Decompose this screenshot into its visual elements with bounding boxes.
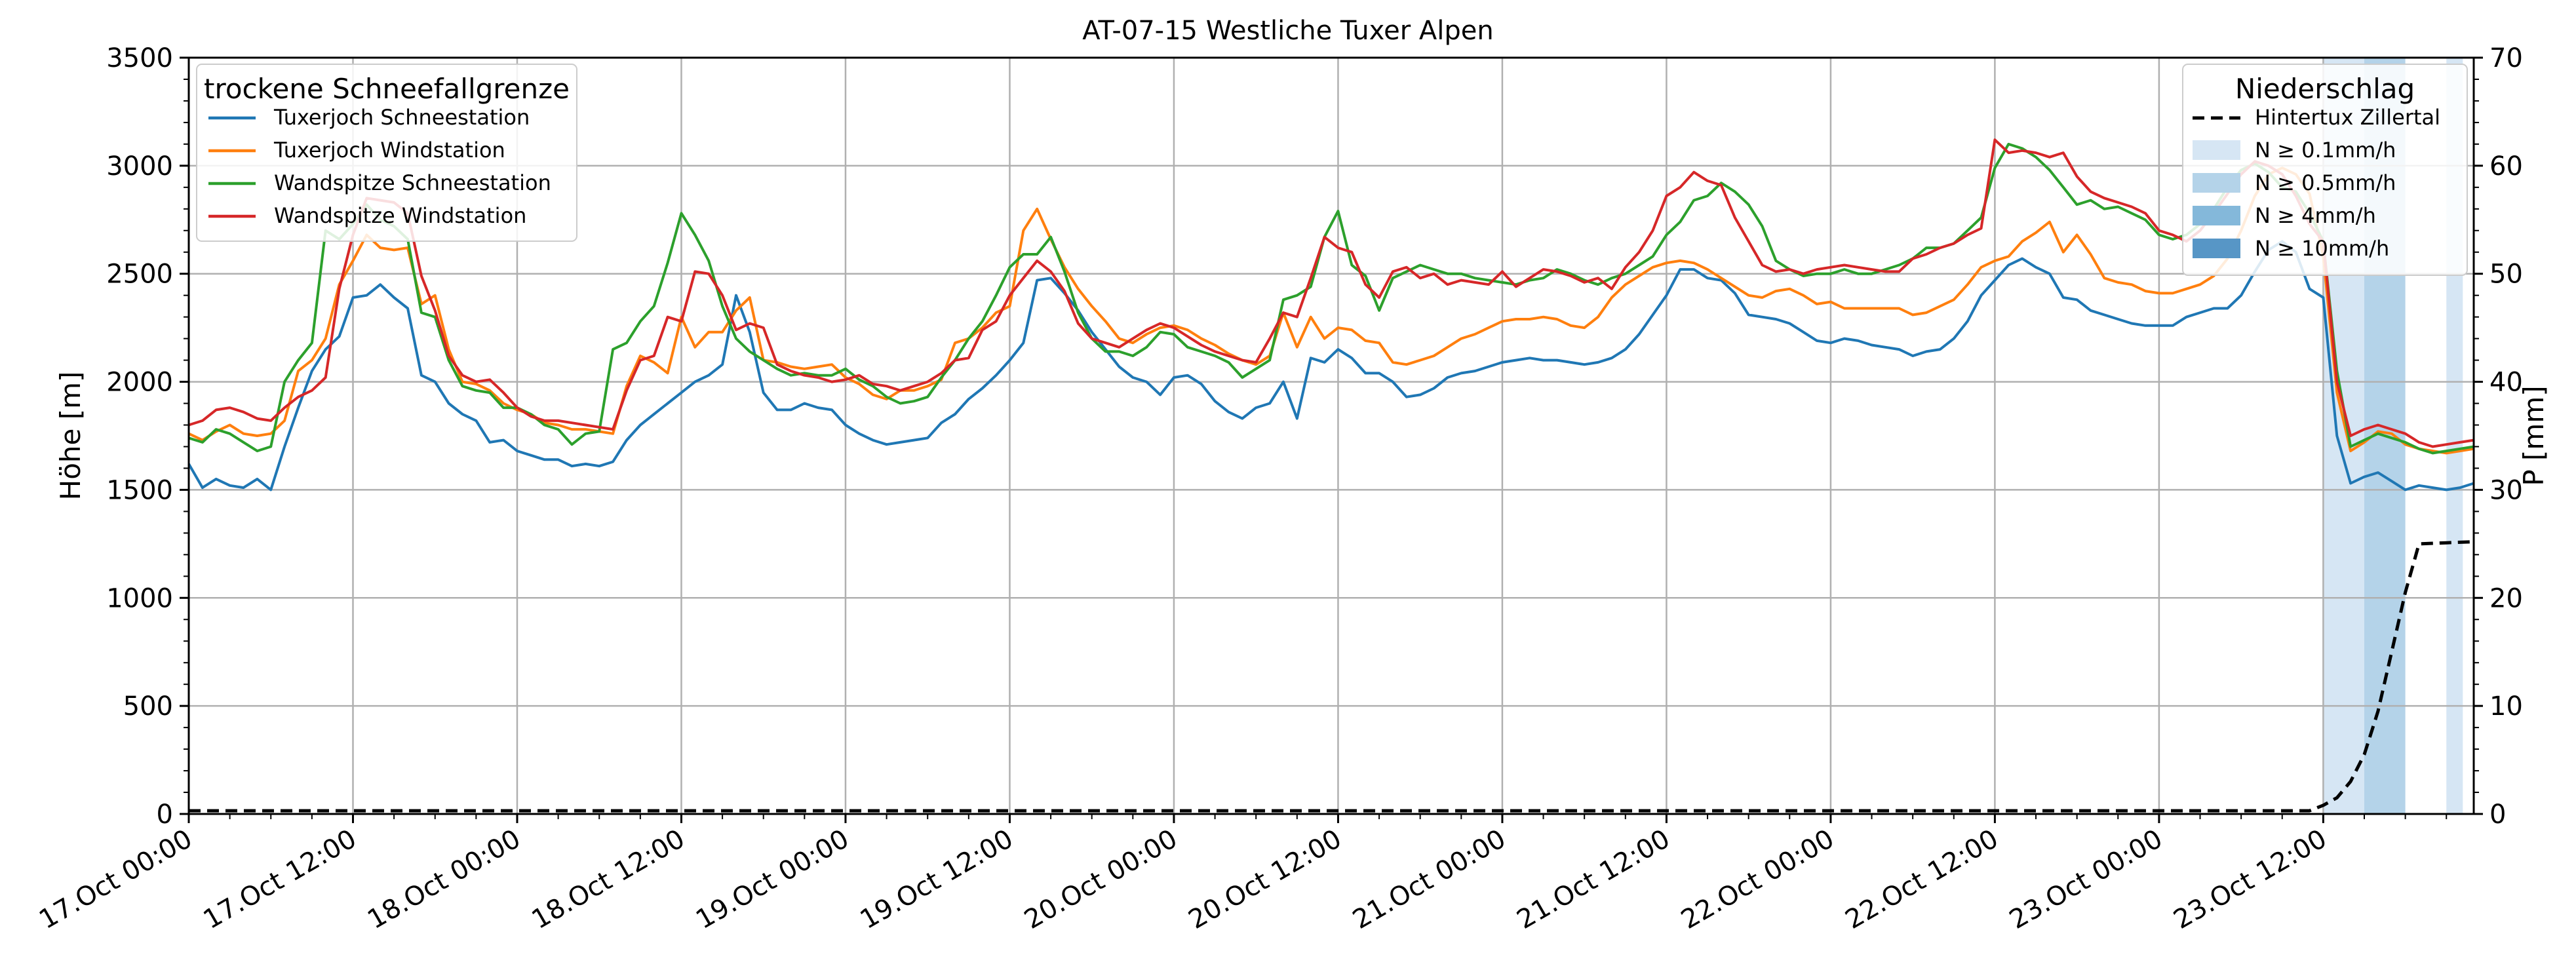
legend-left: trockene Schneefallgrenze Tuxerjoch Schn… [196, 64, 577, 242]
legend-right: Niederschlag Hintertux Zillertal N ≥ 0.1m… [2182, 64, 2468, 276]
legend-left-title: trockene Schneefallgrenze [204, 73, 570, 105]
series-line-0 [187, 240, 2474, 492]
legend-right-items: Hintertux Zillertal N ≥ 0.1mm/h N ≥ 0.5mm/… [2193, 105, 2440, 261]
series-lines [187, 138, 2474, 813]
left-y-axis-ticks: 0 500 1000 1500 2000 2500 3000 3500 [106, 43, 189, 830]
x-tick-label: 21.Oct 12:00 [1512, 824, 1675, 935]
legend-right-swatch-band [2193, 173, 2240, 193]
legend-left-label: Tuxerjoch Schneestation [273, 105, 530, 130]
legend-right-title: Niederschlag [2235, 73, 2415, 105]
x-tick-label: 22.Oct 12:00 [1841, 824, 2004, 935]
series-line-1 [188, 166, 2474, 455]
legend-left-label: Tuxerjoch Windstation [273, 138, 505, 163]
x-tick-label: 21.Oct 00:00 [1348, 824, 1511, 935]
y2-tick-label: 70 [2489, 43, 2523, 73]
series-line-4 [189, 540, 2474, 813]
y-tick-label: 1000 [106, 583, 173, 613]
x-tick-label: 17.Oct 00:00 [34, 824, 197, 935]
legend-right-box [2182, 64, 2468, 276]
y2-tick-label: 20 [2489, 583, 2523, 613]
legend-right-swatch-band [2193, 239, 2240, 258]
y2-tick-label: 0 [2489, 800, 2506, 830]
legend-right-label: Hintertux Zillertal [2255, 105, 2440, 130]
legend-left-box [196, 64, 577, 242]
y2-axis-title: P [mm] [2518, 385, 2550, 486]
legend-right-label: N ≥ 10mm/h [2255, 236, 2389, 261]
y-tick-label: 1500 [106, 475, 173, 505]
legend-left-label: Wandspitze Schneestation [274, 170, 551, 195]
y-tick-label: 2500 [106, 260, 173, 290]
x-tick-label: 20.Oct 00:00 [1019, 824, 1182, 935]
legend-right-label: N ≥ 0.5mm/h [2255, 170, 2396, 195]
y-tick-label: 0 [157, 800, 173, 830]
y-tick-label: 3000 [106, 151, 173, 182]
x-tick-label: 17.Oct 12:00 [199, 824, 362, 935]
y2-tick-label: 10 [2489, 691, 2523, 722]
y-axis-title: Höhe [m] [54, 372, 87, 501]
legend-left-label: Wandspitze Windstation [274, 203, 526, 228]
x-tick-label: 19.Oct 12:00 [855, 824, 1019, 935]
x-tick-label: 18.Oct 00:00 [362, 824, 526, 935]
y2-tick-label: 60 [2489, 151, 2523, 182]
plot-frame [187, 56, 2475, 815]
y2-tick-label: 40 [2489, 368, 2523, 398]
x-tick-label: 18.Oct 12:00 [527, 824, 690, 935]
x-tick-label: 23.Oct 00:00 [2004, 824, 2168, 935]
x-tick-label: 22.Oct 00:00 [1676, 824, 1839, 935]
y-tick-label: 500 [123, 691, 173, 722]
x-tick-label: 19.Oct 00:00 [691, 824, 854, 935]
legend-left-items: Tuxerjoch Schneestation Tuxerjoch Windsta… [208, 105, 551, 228]
legend-right-label: N ≥ 0.1mm/h [2255, 138, 2396, 163]
x-axis-ticks: 17.Oct 00:00 17.Oct 12:00 18.Oct 00:00 18.O… [34, 814, 2448, 935]
legend-right-swatch-band [2193, 206, 2240, 225]
series-line-2 [188, 142, 2474, 455]
y-tick-label: 2000 [106, 368, 173, 398]
series-line-3 [188, 138, 2474, 448]
y2-tick-label: 30 [2489, 475, 2523, 505]
x-tick-label: 20.Oct 12:00 [1184, 824, 1347, 935]
legend-right-label: N ≥ 4mm/h [2255, 203, 2376, 228]
y-tick-label: 3500 [106, 43, 173, 73]
chart-title: AT-07-15 Westliche Tuxer Alpen [1082, 16, 1493, 46]
legend-right-swatch-band [2193, 140, 2240, 160]
x-tick-label: 23.Oct 12:00 [2169, 824, 2332, 935]
y2-tick-label: 50 [2489, 260, 2523, 290]
right-y-axis-ticks: 0 10 20 30 40 50 60 70 [2474, 43, 2523, 830]
